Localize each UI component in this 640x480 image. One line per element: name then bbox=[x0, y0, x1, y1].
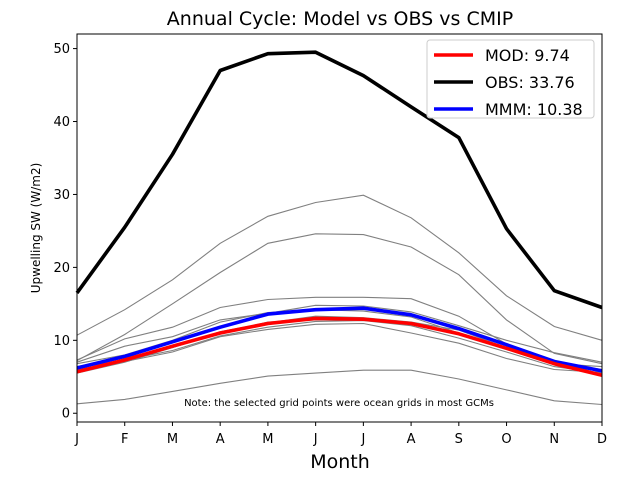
gcm-series-line-2 bbox=[76, 233, 603, 365]
legend-label-mmm: MMM: 10.38 bbox=[485, 100, 583, 119]
y-axis: 0 10 20 30 40 50 bbox=[53, 42, 77, 422]
y-tick-label: 50 bbox=[53, 42, 70, 57]
x-tick-label: O bbox=[501, 432, 511, 447]
x-axis-label: Month bbox=[310, 451, 370, 473]
chart-annotation: Note: the selected grid points were ocea… bbox=[184, 398, 494, 409]
y-tick-label: 10 bbox=[53, 334, 70, 349]
x-tick-label: D bbox=[597, 432, 607, 447]
main-lines-group bbox=[75, 50, 603, 378]
x-tick-label: F bbox=[121, 432, 128, 447]
x-tick-label: M bbox=[262, 432, 273, 447]
legend: MOD: 9.74 OBS: 33.76 MMM: 10.38 bbox=[426, 39, 595, 119]
mod-series-line bbox=[76, 316, 603, 378]
x-tick-label: S bbox=[455, 432, 463, 447]
x-tick-label: J bbox=[360, 432, 365, 447]
y-axis-label: Upwelling SW (W/m2) bbox=[29, 163, 43, 294]
gcm-series-line-10 bbox=[76, 369, 603, 406]
x-tick-label: M bbox=[167, 432, 178, 447]
gcm-series-line-7 bbox=[76, 320, 603, 374]
x-tick-label: A bbox=[407, 432, 416, 447]
legend-box bbox=[426, 39, 595, 119]
x-tick-label: A bbox=[216, 432, 225, 447]
obs-series-line bbox=[75, 50, 603, 310]
mmm-series-line bbox=[76, 306, 603, 373]
legend-label-mod: MOD: 9.74 bbox=[485, 46, 570, 65]
y-tick-label: 0 bbox=[62, 407, 70, 422]
gcm-series-line-4 bbox=[76, 304, 603, 363]
y-tick-label: 30 bbox=[53, 188, 70, 203]
chart-title: Annual Cycle: Model vs OBS vs CMIP bbox=[167, 8, 513, 30]
plot-frame bbox=[76, 33, 603, 423]
legend-label-obs: OBS: 33.76 bbox=[485, 73, 575, 92]
x-tick-label: N bbox=[549, 432, 559, 447]
x-tick-label: J bbox=[313, 432, 318, 447]
y-tick-label: 40 bbox=[53, 115, 70, 130]
y-tick-label: 20 bbox=[53, 261, 70, 276]
gcm-series-line-1 bbox=[76, 194, 603, 341]
gcm-series-line-8 bbox=[76, 322, 603, 373]
x-tick-label: J bbox=[74, 432, 79, 447]
